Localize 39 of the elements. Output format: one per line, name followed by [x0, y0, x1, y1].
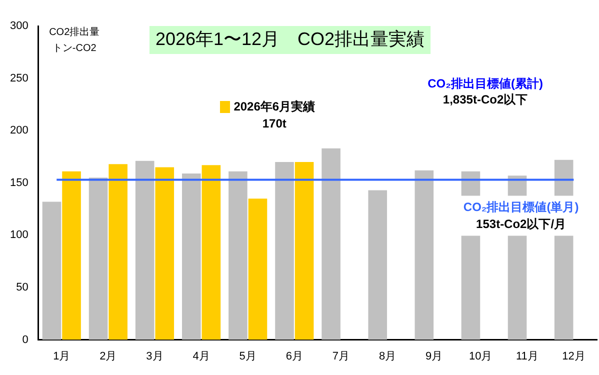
y-tick-label: 100: [10, 229, 28, 242]
bar: [155, 167, 174, 340]
y-tick-label: 150: [10, 176, 28, 189]
bar: [135, 160, 154, 340]
bar: [182, 173, 201, 340]
bar: [62, 171, 81, 340]
y-tick-label: 250: [10, 72, 28, 84]
x-tick-label: 4月: [192, 350, 210, 362]
ref-line-label: CO₂排出目標値(単月) 153t-Co2以下/月: [463, 200, 579, 232]
y-tick-label: 200: [10, 124, 28, 137]
y-tick-label: 50: [16, 282, 28, 294]
x-tick-label: 2月: [100, 350, 117, 362]
x-tick-label: 6月: [286, 350, 303, 362]
chart-title: 2026年1〜12月 CO2排出量実績: [155, 28, 425, 49]
annotation: CO₂排出目標値(累計) 1,835t-Co2以下: [428, 76, 543, 106]
bar: [414, 170, 434, 340]
x-tick-label: 3月: [146, 350, 164, 362]
x-tick-label: 10月: [468, 350, 492, 362]
x-tick-label: 12月: [562, 350, 586, 362]
y-tick-label: 0: [22, 334, 28, 346]
y-tick-label: 300: [10, 20, 28, 32]
x-tick-label: 5月: [239, 350, 256, 362]
bar: [42, 202, 62, 340]
annotation: 2026年6月実績 170t: [234, 99, 316, 130]
x-tick-label: 7月: [332, 350, 350, 362]
bar: [368, 190, 388, 340]
x-tick-label: 9月: [426, 350, 443, 362]
bar: [248, 198, 268, 340]
y-axis-title: CO2排出量トン-CO2: [49, 26, 100, 54]
x-tick-label: 11月: [516, 350, 538, 362]
bar: [88, 178, 108, 340]
x-tick-label: 8月: [378, 350, 396, 362]
bar: [202, 165, 221, 340]
x-tick-label: 1月: [53, 350, 70, 362]
bar: [275, 162, 294, 340]
bar: [108, 164, 128, 340]
bar: [294, 162, 314, 340]
bar: [228, 171, 248, 340]
bar: [322, 148, 340, 340]
